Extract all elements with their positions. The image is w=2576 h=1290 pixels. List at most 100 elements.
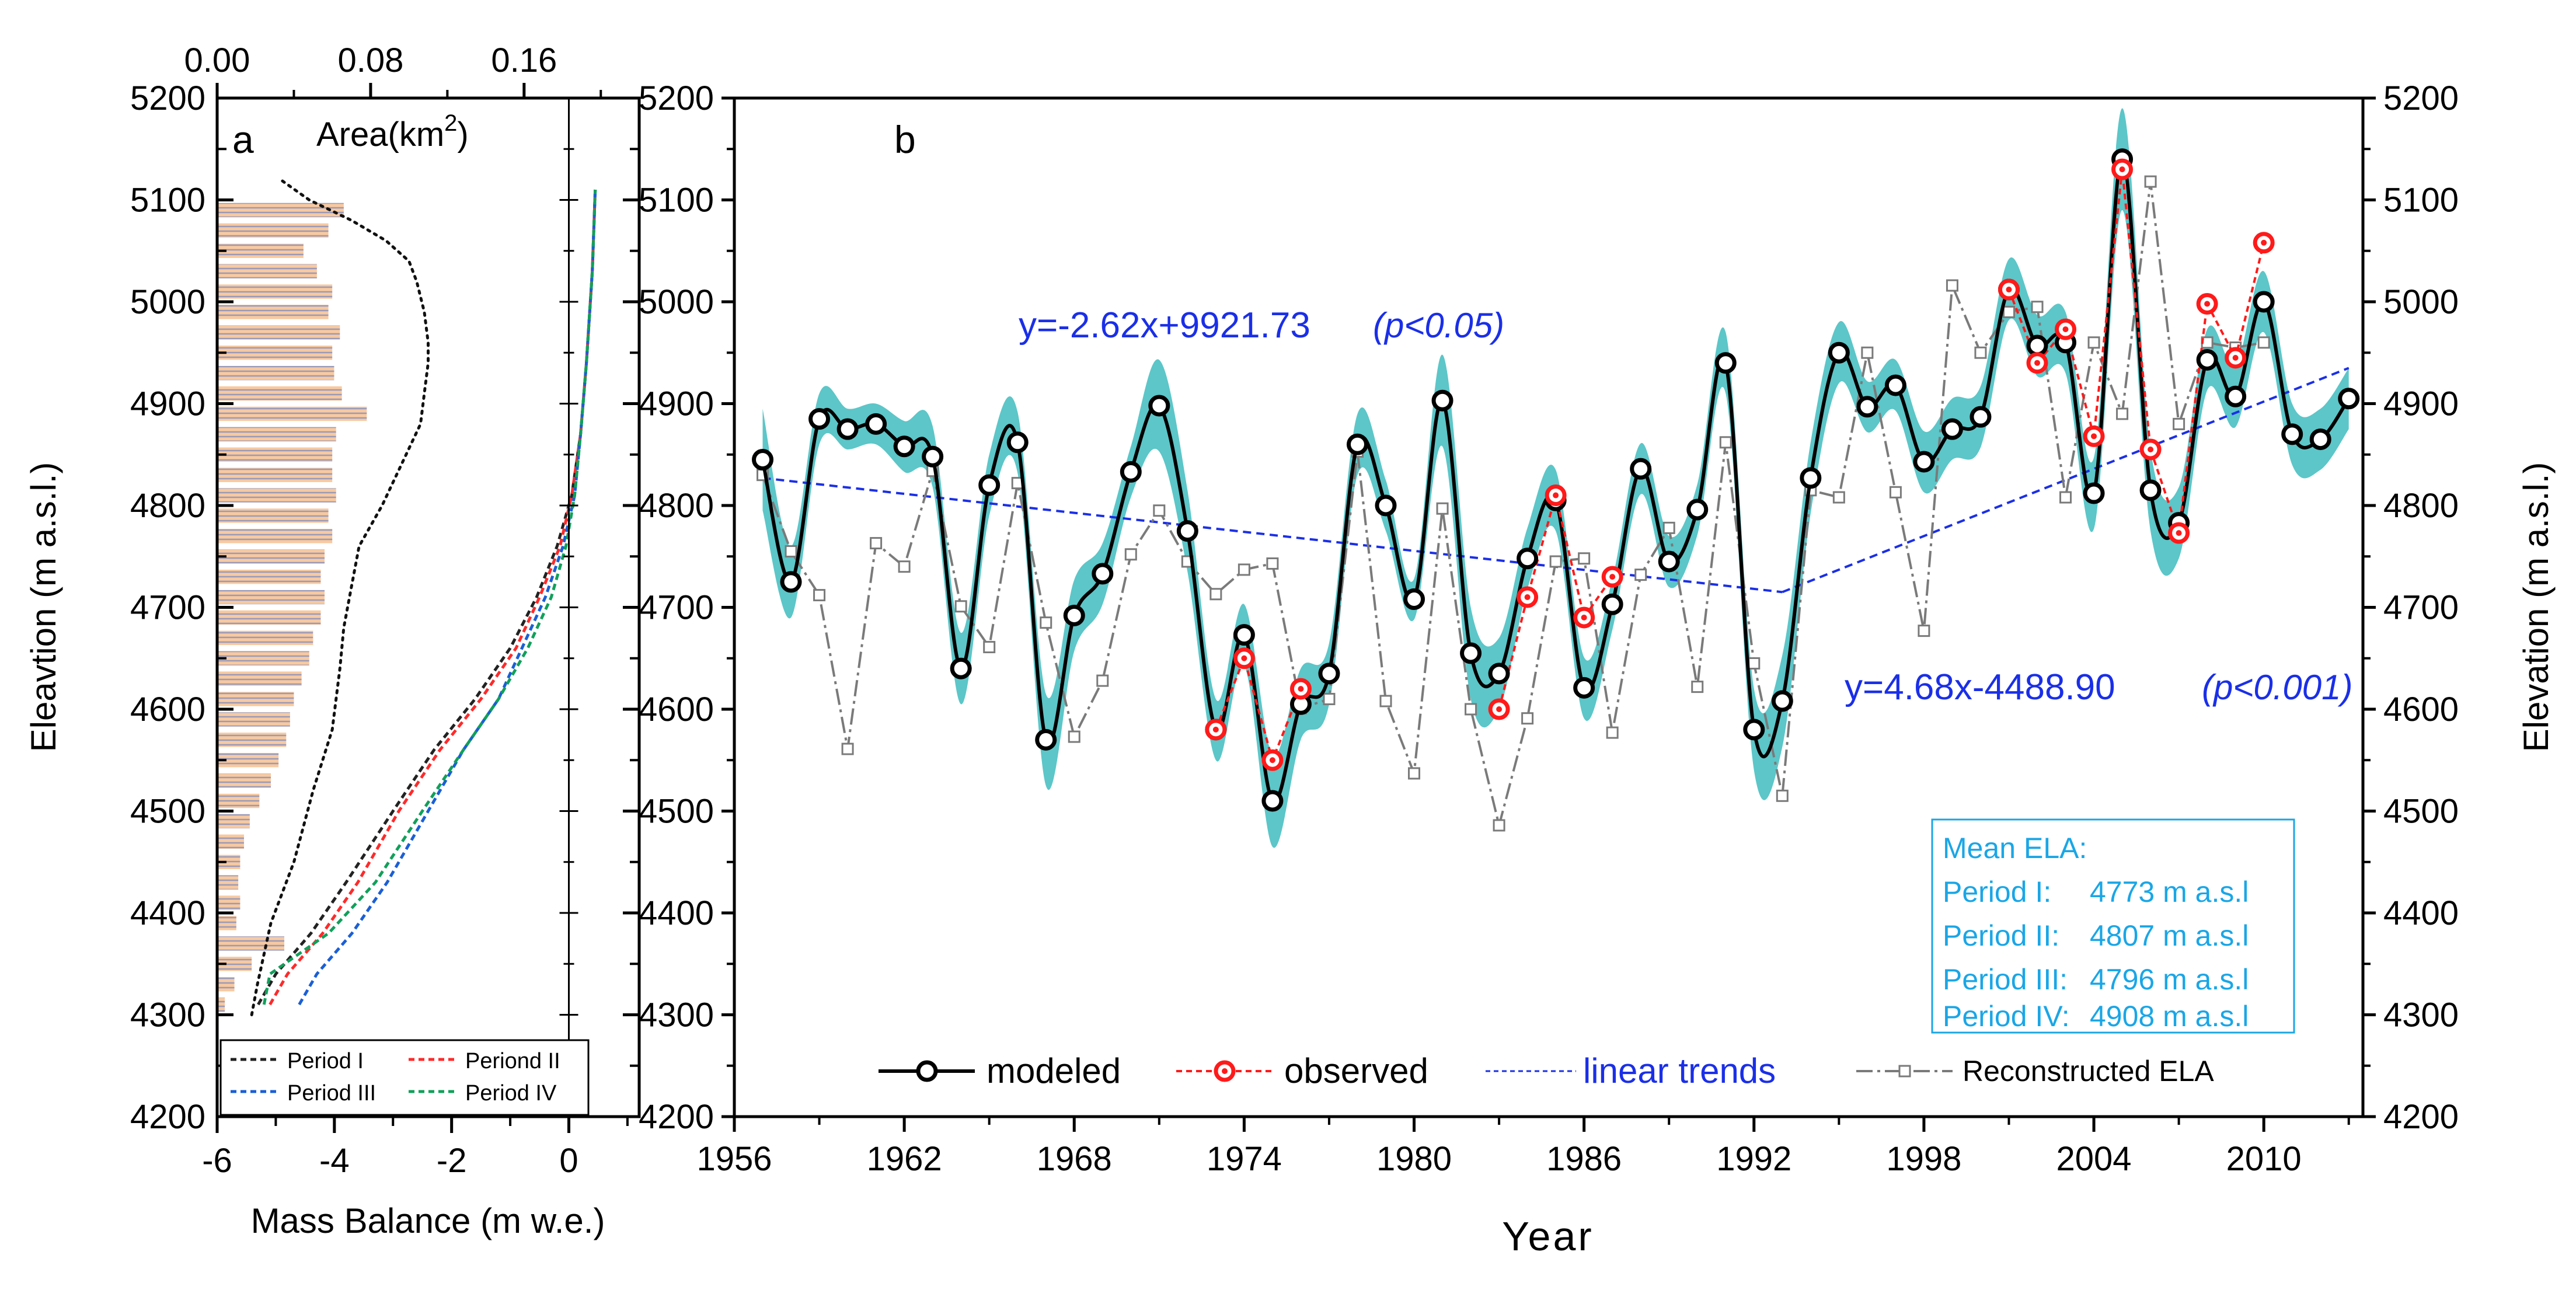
- modeled-point: [1176, 520, 1198, 542]
- reconstructed-point: [1238, 563, 1250, 576]
- y-tick-label-right: 5000: [2383, 283, 2459, 321]
- mean-ela-row-label: Period III:: [1943, 963, 2068, 996]
- panel-a-ylabel: Eleavtion (m a.s.l.): [24, 462, 63, 752]
- area-bar: [217, 406, 367, 421]
- area-bar: [217, 875, 239, 890]
- reconstructed-point: [841, 742, 854, 755]
- mean-ela-row-value: 4796 m a.s.l: [2090, 963, 2249, 996]
- observed-point-dot: [1269, 757, 1275, 763]
- area-bar: [217, 916, 236, 930]
- mean-ela-row-label: Period IV:: [1943, 1000, 2070, 1033]
- legend-label-linear-trends: linear trends: [1583, 1051, 1776, 1090]
- area-bar: [217, 203, 344, 218]
- reconstructed-point: [1379, 695, 1392, 707]
- reconstructed-point: [2002, 305, 2015, 318]
- area-bar: [217, 997, 225, 1012]
- reconstructed-point: [870, 537, 883, 550]
- area-bar: [217, 630, 313, 646]
- reconstructed-point: [1889, 486, 1902, 498]
- modeled-point: [1714, 352, 1737, 374]
- area-bar: [217, 427, 336, 442]
- y-tick-label-right: 4200: [2383, 1098, 2459, 1136]
- reconstructed-point: [1861, 346, 1874, 359]
- modeled-point: [950, 657, 972, 679]
- modeled-point: [978, 474, 1001, 496]
- y-tick-label: 4700: [130, 589, 205, 627]
- legend-label-period-i: Period I: [287, 1049, 364, 1073]
- legend-marker-reconstructed: [1898, 1065, 1911, 1078]
- x-tick-label: 2010: [2226, 1140, 2302, 1178]
- x-tick-label: 1968: [1037, 1140, 1112, 1178]
- modeled-point: [1601, 593, 1623, 615]
- modeled-point: [1970, 406, 1992, 428]
- y-tick-label: 5100: [130, 182, 205, 219]
- modeled-point: [2026, 334, 2048, 357]
- observed-point-dot: [1496, 706, 1503, 712]
- legend-label-observed: observed: [1284, 1051, 1428, 1090]
- reconstructed-point: [954, 600, 967, 613]
- modeled-point: [2309, 428, 2331, 451]
- mass-balance-line-3: [298, 189, 597, 1006]
- mass-balance-line-1: [257, 189, 597, 1006]
- legend-marker-observed-dot: [1222, 1068, 1228, 1074]
- x-tick-label: 1974: [1207, 1140, 1282, 1178]
- panel-a-legend-box: [219, 1039, 590, 1116]
- area-bar: [217, 692, 294, 706]
- mean-ela-row-label: Period I:: [1943, 876, 2051, 908]
- observed-point-dot: [1212, 726, 1219, 733]
- area-tick-label: 0.00: [184, 41, 250, 79]
- mean-ela-row-value: 4908 m a.s.l: [2090, 1000, 2249, 1033]
- y-tick-label-left: 5200: [639, 79, 714, 117]
- panel-b-xlabel: Year: [1502, 1214, 1594, 1259]
- mean-ela-frame: [1931, 818, 2295, 1034]
- reconstructed-point: [2144, 175, 2157, 188]
- area-curve: [250, 178, 430, 1016]
- area-bar: [217, 773, 271, 788]
- observed-point-dot: [2034, 360, 2040, 366]
- y-tick-label-left: 4300: [639, 996, 714, 1034]
- observed-point-dot: [2062, 326, 2069, 333]
- reconstructed-point: [1918, 625, 1930, 637]
- modeled-point: [2196, 348, 2218, 371]
- modeled-point: [865, 413, 887, 435]
- area-bar: [217, 793, 260, 808]
- y-tick-label-right: 4400: [2383, 894, 2459, 932]
- area-bar: [217, 712, 290, 727]
- area-bar: [217, 651, 309, 665]
- modeled-point: [1630, 458, 1652, 480]
- modeled-point: [1460, 642, 1482, 664]
- modeled-point: [1318, 663, 1340, 685]
- panel-a-label: a: [232, 118, 254, 161]
- panel-a-xlabel: Mass Balance (m w.e.): [251, 1201, 605, 1240]
- observed-point-dot: [1241, 655, 1247, 661]
- modeled-point: [752, 448, 774, 470]
- modeled-point: [2225, 385, 2247, 407]
- modeled-point: [1488, 663, 1510, 685]
- mass-balance-line-2: [269, 189, 597, 1006]
- modeled-point: [1233, 624, 1255, 646]
- modeled-point: [2338, 388, 2360, 410]
- reconstructed-point: [1096, 674, 1109, 687]
- x-tick-label: -4: [319, 1142, 350, 1180]
- area-bar: [217, 346, 333, 360]
- modeled-point: [780, 571, 802, 593]
- reconstructed-point: [813, 589, 826, 602]
- reconstructed-point: [2031, 301, 2044, 313]
- modeled-point: [1375, 494, 1397, 517]
- area-bar: [217, 569, 321, 584]
- reconstructed-point: [1946, 279, 1958, 292]
- modeled-point: [1828, 341, 1850, 364]
- trend2-equation: y=4.68x-4488.90: [1845, 667, 2115, 707]
- x-tick-label: 1962: [867, 1140, 942, 1178]
- area-bar: [217, 549, 325, 564]
- panel-b: 4200 4200 4300 4300 4400 4400 4500 4500 4600 4600…: [639, 79, 2556, 1259]
- area-bar: [217, 590, 325, 605]
- area-tick-label: 0.08: [337, 41, 403, 79]
- modeled-point: [922, 445, 944, 468]
- reconstructed-point: [1040, 616, 1052, 629]
- panel-b-label: b: [894, 118, 916, 161]
- x-tick-label: 2004: [2056, 1140, 2132, 1178]
- area-bar: [217, 468, 333, 482]
- area-bar: [217, 243, 304, 258]
- modeled-point: [2253, 291, 2275, 313]
